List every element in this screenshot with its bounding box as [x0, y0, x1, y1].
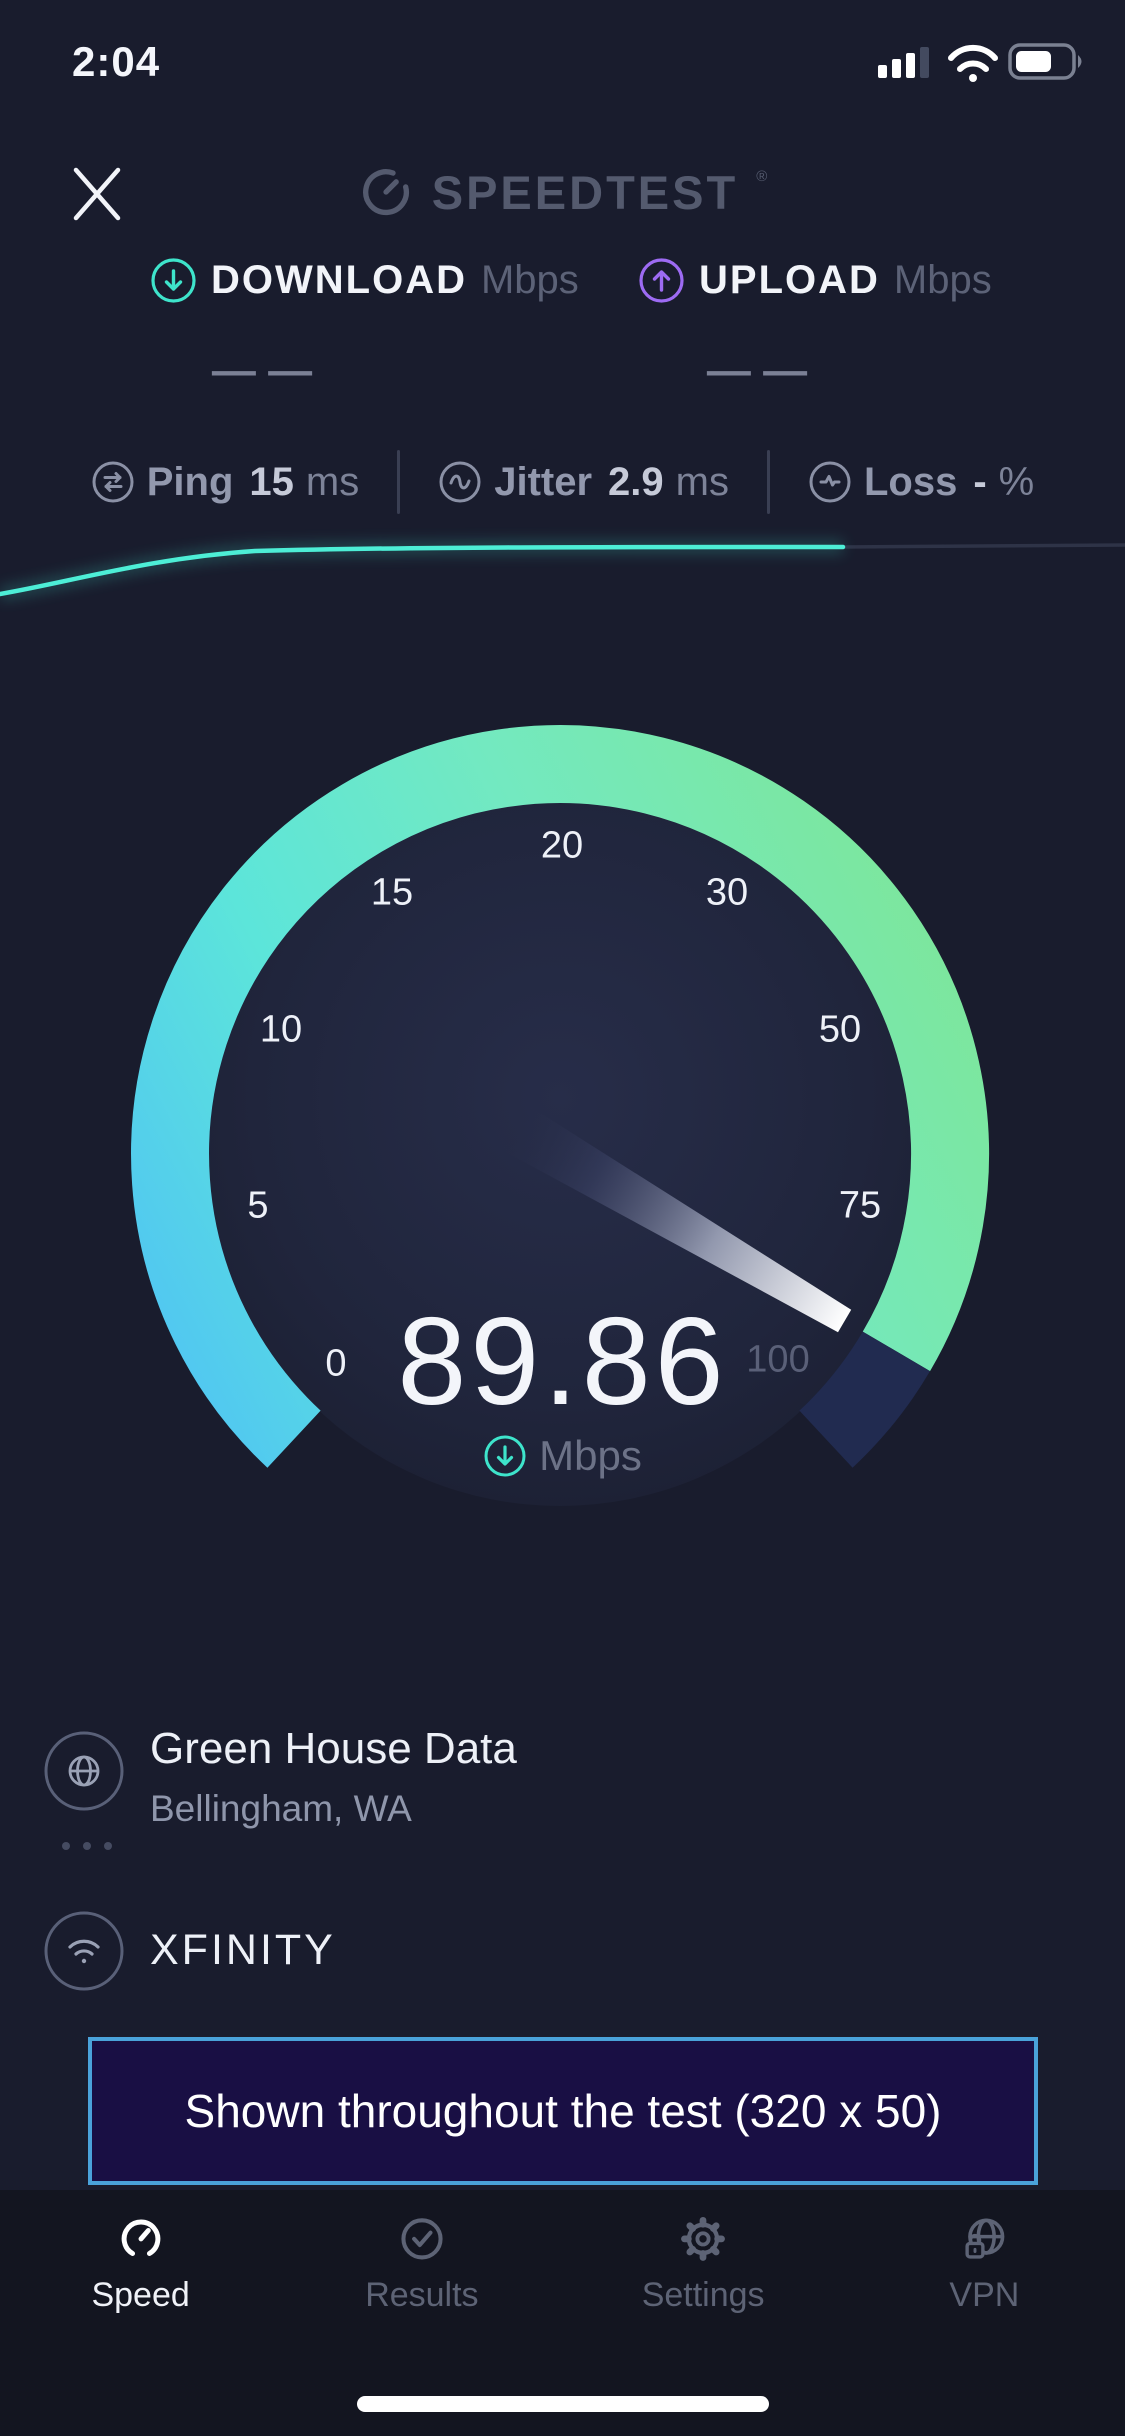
tab-bar: Speed Results [0, 2190, 1125, 2436]
cellular-signal-icon [878, 47, 929, 78]
speed-sparkline [0, 540, 1125, 601]
current-speed-value: 89.86 [397, 1293, 728, 1431]
upload-arrow-icon [639, 257, 684, 303]
isp-wifi-icon[interactable] [43, 1910, 125, 1992]
tab-results[interactable]: Results [281, 2190, 562, 2436]
download-metric: DOWNLOAD Mbps [150, 254, 579, 306]
gauge-label-20: 20 [540, 824, 584, 867]
tab-settings[interactable]: Settings [563, 2190, 844, 2436]
server-globe-icon[interactable] [43, 1730, 125, 1812]
jitter-value: 2.9 [608, 459, 664, 504]
gauge-label-5: 5 [247, 1184, 269, 1227]
upload-metric: UPLOAD Mbps [638, 254, 992, 306]
ad-banner[interactable]: Shown throughout the test (320 x 50) [88, 2037, 1038, 2185]
home-indicator[interactable] [356, 2396, 769, 2412]
current-speed-unit: Mbps [539, 1432, 642, 1479]
speed-gauge [131, 725, 989, 1506]
close-icon[interactable] [66, 162, 128, 224]
current-speed-unit-row: Mbps [0, 1432, 1125, 1480]
battery-icon [1008, 43, 1082, 80]
jitter-unit: ms [675, 459, 729, 504]
ad-banner-text: Shown throughout the test (320 x 50) [184, 2085, 942, 2137]
gauge-remaining-arc [798, 1331, 931, 1468]
vpn-globe-lock-icon [965, 2218, 1005, 2259]
download-arrow-icon [151, 257, 196, 303]
speedtest-logo: SPEEDTEST ® [0, 162, 1125, 222]
gauge-label-75: 75 [838, 1184, 882, 1227]
ping-icon [92, 461, 134, 503]
upload-value-placeholder: — — [706, 346, 808, 395]
wifi-icon [948, 44, 998, 82]
tab-vpn-label: VPN [949, 2276, 1020, 2314]
separator [397, 450, 401, 514]
connection-dots [62, 1842, 112, 1850]
loss-label: Loss [863, 459, 958, 504]
registered-mark: ® [756, 167, 768, 185]
packet-loss-icon [809, 461, 851, 503]
download-value-placeholder: — — [211, 346, 313, 395]
sparkline-track [842, 543, 1125, 549]
status-time: 2:04 [72, 38, 161, 85]
gauge-needle [499, 1103, 852, 1333]
ping-item: Ping 15 ms [91, 459, 360, 505]
gauge-label-0: 0 [325, 1342, 347, 1385]
gauge-label-10: 10 [259, 1008, 303, 1051]
isp-name[interactable]: XFINITY [150, 1926, 336, 1974]
speedtest-gauge-icon [362, 169, 409, 216]
server-name[interactable]: Green House Data [150, 1724, 517, 1773]
tab-vpn[interactable]: VPN [844, 2190, 1125, 2436]
ping-unit: ms [305, 459, 360, 504]
upload-label: UPLOAD [699, 257, 880, 302]
gauge-label-30: 30 [705, 871, 749, 914]
jitter-icon [439, 461, 481, 503]
ping-value: 15 [249, 459, 294, 504]
speed-gauge-icon [121, 2219, 160, 2256]
download-label: DOWNLOAD [211, 257, 467, 302]
results-check-icon [401, 2218, 443, 2260]
tab-results-label: Results [365, 2276, 479, 2314]
separator [766, 450, 770, 514]
logo-wordmark: SPEEDTEST [431, 165, 739, 219]
gauge-label-50: 50 [818, 1008, 862, 1051]
latency-row: Ping 15 ms Jitter 2.9 ms Loss - % [0, 436, 1125, 528]
gauge-progress-arc [131, 725, 989, 1468]
server-location[interactable]: Bellingham, WA [150, 1788, 412, 1829]
jitter-item: Jitter 2.9 ms [438, 460, 729, 505]
gauge-label-15: 15 [370, 871, 414, 914]
gauge-label-100: 100 [746, 1338, 810, 1381]
ping-label: Ping [146, 459, 234, 504]
loss-value: - [973, 459, 987, 504]
loss-unit: % [998, 459, 1035, 504]
settings-gear-icon [681, 2216, 726, 2261]
tab-speed[interactable]: Speed [0, 2190, 281, 2436]
download-arrow-icon [484, 1435, 526, 1477]
tab-speed-label: Speed [91, 2276, 190, 2314]
sparkline-line [0, 544, 846, 597]
status-icons [878, 43, 1082, 82]
loss-item: Loss - % [808, 460, 1034, 505]
download-unit: Mbps [480, 257, 579, 302]
tab-settings-label: Settings [641, 2276, 765, 2314]
jitter-label: Jitter [494, 459, 593, 504]
upload-unit: Mbps [893, 257, 992, 302]
